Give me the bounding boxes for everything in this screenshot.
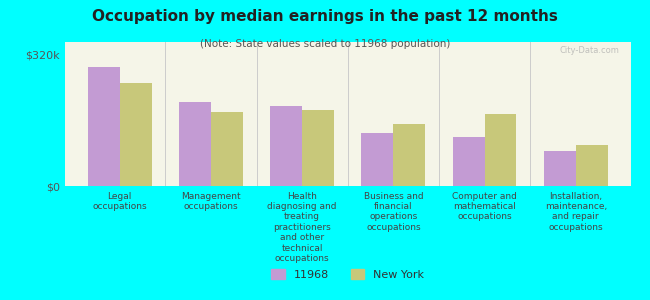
Bar — [88, 67, 120, 186]
Text: City-Data.com: City-Data.com — [559, 46, 619, 55]
Text: (Note: State values scaled to 11968 population): (Note: State values scaled to 11968 popu… — [200, 39, 450, 49]
Bar — [393, 124, 425, 186]
Bar — [270, 106, 302, 186]
Bar — [452, 136, 484, 186]
Text: Occupation by median earnings in the past 12 months: Occupation by median earnings in the pas… — [92, 9, 558, 24]
Bar — [120, 83, 151, 186]
Bar — [361, 133, 393, 186]
Bar — [484, 114, 517, 186]
Bar — [302, 110, 334, 186]
Bar — [576, 145, 608, 186]
Bar — [544, 151, 576, 186]
Bar — [179, 102, 211, 186]
Legend: 11968, New York: 11968, New York — [267, 265, 428, 284]
Bar — [211, 112, 243, 186]
